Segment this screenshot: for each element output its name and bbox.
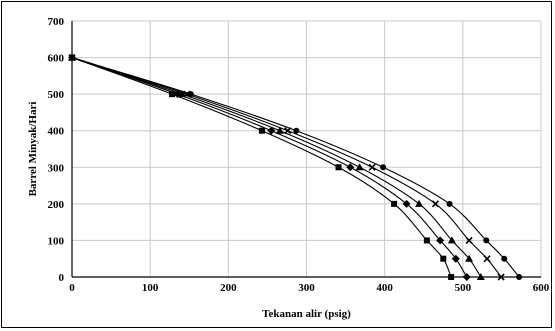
series-circle xyxy=(69,54,523,280)
data-point-cross xyxy=(465,236,473,244)
data-point-circle xyxy=(446,200,453,207)
data-point-diamond xyxy=(267,126,276,135)
data-point-diamond xyxy=(402,199,411,208)
data-point-circle xyxy=(187,91,194,98)
data-point-diamond xyxy=(451,254,460,263)
data-point-square xyxy=(440,255,447,262)
y-tick-label: 400 xyxy=(48,126,65,138)
data-point-triangle xyxy=(447,236,456,244)
x-tick-label: 200 xyxy=(220,282,237,294)
data-point-square xyxy=(258,127,265,134)
data-point-triangle xyxy=(275,126,284,134)
x-tick-label: 600 xyxy=(533,282,550,294)
y-tick-label: 0 xyxy=(59,272,65,284)
y-tick-label: 300 xyxy=(48,162,65,174)
y-tick-label: 200 xyxy=(48,199,65,211)
data-point-square xyxy=(335,164,342,171)
y-axis-title: Barrel Minyak/Hari xyxy=(27,102,39,197)
data-point-triangle xyxy=(178,90,187,98)
grid-lines xyxy=(72,20,542,277)
data-point-circle xyxy=(293,127,300,134)
data-point-diamond xyxy=(436,236,445,245)
y-tick-label: 700 xyxy=(48,16,65,28)
y-tick-label: 600 xyxy=(48,53,65,65)
data-point-circle xyxy=(501,255,508,262)
data-point-cross xyxy=(368,163,376,171)
x-tick-label: 500 xyxy=(455,282,472,294)
y-tick-label: 500 xyxy=(48,89,65,101)
y-tick-label: 100 xyxy=(48,235,65,247)
data-point-cross xyxy=(483,255,491,263)
data-point-square xyxy=(391,200,398,207)
data-point-square xyxy=(169,91,176,98)
data-point-circle xyxy=(69,54,75,61)
data-point-circle xyxy=(483,237,490,244)
series-group xyxy=(68,53,523,281)
x-tick-label: 100 xyxy=(142,282,159,294)
data-point-square xyxy=(423,237,430,244)
data-point-square xyxy=(448,274,455,280)
x-axis-title: Tekanan alir (psig) xyxy=(262,308,351,320)
x-tick-label: 0 xyxy=(69,282,75,294)
data-point-diamond xyxy=(346,163,355,172)
x-tick-label: 400 xyxy=(376,282,393,294)
data-point-triangle xyxy=(465,254,474,262)
data-point-circle xyxy=(380,164,387,171)
data-point-diamond xyxy=(462,273,471,281)
data-point-triangle xyxy=(355,163,364,171)
data-point-circle xyxy=(516,274,523,280)
data-point-cross xyxy=(431,200,440,208)
x-tick-label: 300 xyxy=(298,282,315,294)
tick-labels: 0 100 200 300 400 500 600 0 100 200 300 400 500 600 70… xyxy=(48,16,550,294)
data-point-triangle xyxy=(476,273,485,280)
data-point-triangle xyxy=(415,199,424,207)
data-point-cross xyxy=(497,273,505,281)
